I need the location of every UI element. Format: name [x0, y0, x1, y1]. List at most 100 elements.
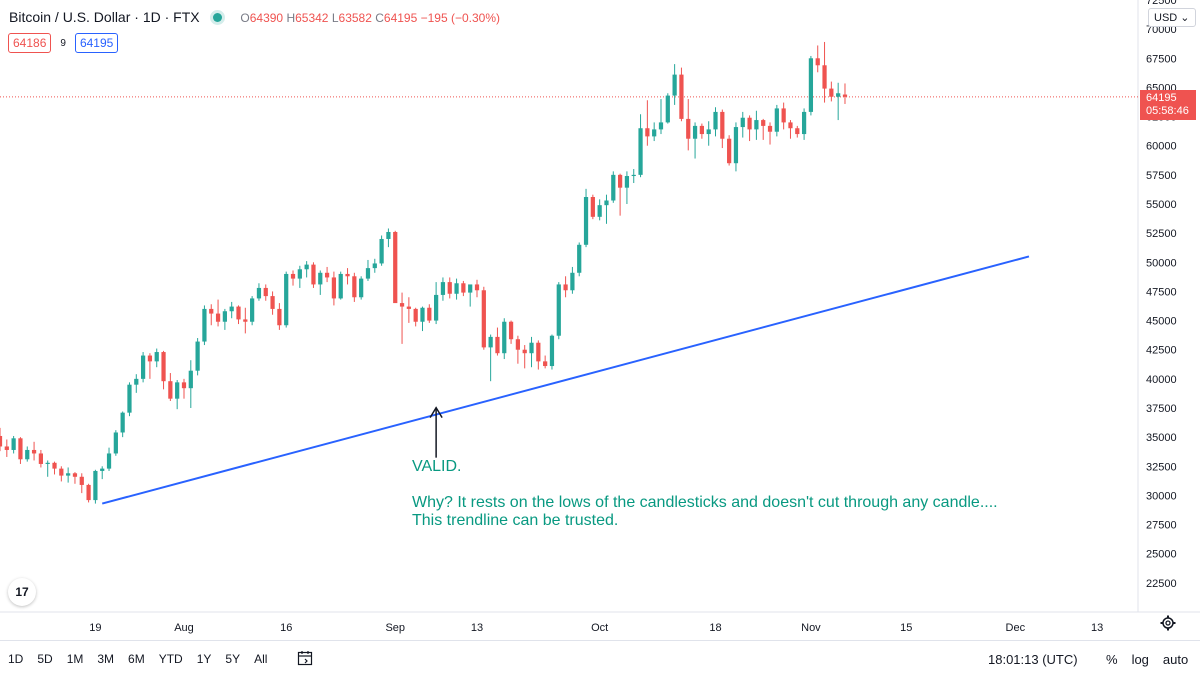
candle-body [66, 473, 71, 476]
utc-clock[interactable]: 18:01:13 (UTC) [988, 652, 1078, 667]
ask-button[interactable]: 64195 [74, 33, 119, 53]
candle-body [447, 282, 452, 294]
candle-body [502, 321, 507, 354]
candle-body [161, 352, 166, 382]
low-value: 63582 [338, 11, 372, 25]
candle-body [175, 382, 180, 399]
countdown-value: 05:58:46 [1146, 105, 1189, 117]
candle-body [713, 111, 718, 130]
calendar-icon[interactable] [297, 650, 313, 666]
candle-body [549, 335, 555, 367]
candle-body [761, 120, 766, 126]
y-tick-label: 52500 [1146, 228, 1177, 240]
percent-toggle[interactable]: % [1106, 652, 1118, 667]
range-ytd[interactable]: YTD [158, 652, 183, 666]
candle-body [86, 484, 91, 501]
range-1y[interactable]: 1Y [196, 652, 212, 666]
spread-value: 9 [60, 37, 66, 49]
candle-body [529, 342, 534, 354]
range-buttons: 1D 5D 1M 3M 6M YTD 1Y 5Y All [8, 652, 281, 666]
candle-body [427, 307, 432, 321]
candle-body [822, 65, 827, 89]
candle-body [767, 125, 773, 132]
candle-body [31, 449, 37, 454]
candle-body [59, 468, 64, 476]
candle-body [379, 238, 384, 264]
y-tick-label: 60000 [1146, 141, 1177, 153]
candle-body [188, 370, 193, 389]
candle-body [774, 108, 779, 132]
candle-body [38, 453, 43, 464]
range-3m[interactable]: 3M [97, 652, 115, 666]
bid-ask: 64186 9 64195 [8, 33, 119, 53]
log-toggle[interactable]: log [1131, 652, 1149, 667]
candle-body [556, 284, 561, 336]
gear-icon[interactable] [1160, 615, 1176, 631]
x-tick-label: Dec [1006, 622, 1026, 634]
candle-body [481, 290, 486, 348]
range-6m[interactable]: 6M [128, 652, 145, 666]
x-tick-label: Aug [174, 622, 194, 634]
tradingview-logo-icon[interactable]: 17 [8, 578, 36, 606]
y-tick-label: 55000 [1146, 199, 1177, 211]
y-tick-label: 72500 [1146, 0, 1177, 7]
candle-body [297, 269, 302, 279]
candle-body [359, 278, 364, 298]
bid-button[interactable]: 64186 [8, 33, 52, 53]
y-axis[interactable]: 22500 25000 27500 30000 32500 35000 37500 40000… [1146, 0, 1177, 590]
candle-body [215, 313, 221, 322]
candle-body [522, 349, 527, 354]
candle-body [345, 273, 350, 277]
x-tick-label: Sep [385, 622, 405, 634]
candle-body [386, 231, 391, 239]
x-axis[interactable]: 19 Aug 16 Sep 13 Oct 18 Nov 15 Dec 13 [89, 622, 1103, 634]
range-5y[interactable]: 5Y [225, 652, 241, 666]
candle-body [0, 435, 3, 447]
candle-body [372, 263, 377, 269]
candle-body [604, 200, 609, 206]
range-1m[interactable]: 1M [66, 652, 84, 666]
candle-body [631, 174, 636, 177]
candle-body [277, 308, 282, 326]
range-5d[interactable]: 5D [37, 652, 53, 666]
candle-body [434, 294, 439, 321]
candle-body [304, 264, 309, 270]
candle-body [440, 282, 446, 295]
candle-body [134, 378, 139, 385]
candle-body [399, 303, 405, 307]
candle-body [679, 74, 684, 119]
candle-body [284, 273, 289, 326]
candle-body [106, 453, 112, 469]
candle-body [788, 122, 793, 129]
candles-group [0, 41, 848, 504]
y-tick-label: 70000 [1146, 24, 1177, 36]
symbol-title[interactable]: Bitcoin / U.S. Dollar · 1D · FTX [9, 9, 200, 25]
currency-dropdown[interactable]: USD ⌄ [1148, 8, 1196, 27]
candle-body [181, 382, 187, 389]
range-1d[interactable]: 1D [8, 652, 24, 666]
auto-toggle[interactable]: auto [1162, 652, 1189, 667]
candle-body [4, 446, 9, 450]
candle-body [195, 341, 200, 371]
candle-body [808, 58, 814, 112]
y-tick-label: 45000 [1146, 316, 1177, 328]
candle-body [120, 412, 125, 433]
trendline[interactable] [101, 255, 1030, 505]
candle-body [665, 95, 670, 123]
range-all[interactable]: All [254, 652, 268, 666]
candle-body [365, 268, 371, 279]
candle-body [454, 283, 459, 294]
candle-body [168, 381, 173, 399]
axis-options: % log auto [1106, 652, 1200, 667]
y-tick-label: 25000 [1146, 549, 1177, 561]
y-tick-label: 50000 [1146, 257, 1177, 269]
y-tick-label: 40000 [1146, 374, 1177, 386]
candle-body [311, 264, 316, 285]
candle-body [692, 125, 698, 139]
candle-body [236, 306, 241, 320]
candle-body [645, 128, 650, 137]
candle-body [263, 287, 268, 297]
candle-body [52, 462, 57, 469]
chart-header: Bitcoin / U.S. Dollar · 1D · FTX O64390 … [9, 9, 500, 25]
